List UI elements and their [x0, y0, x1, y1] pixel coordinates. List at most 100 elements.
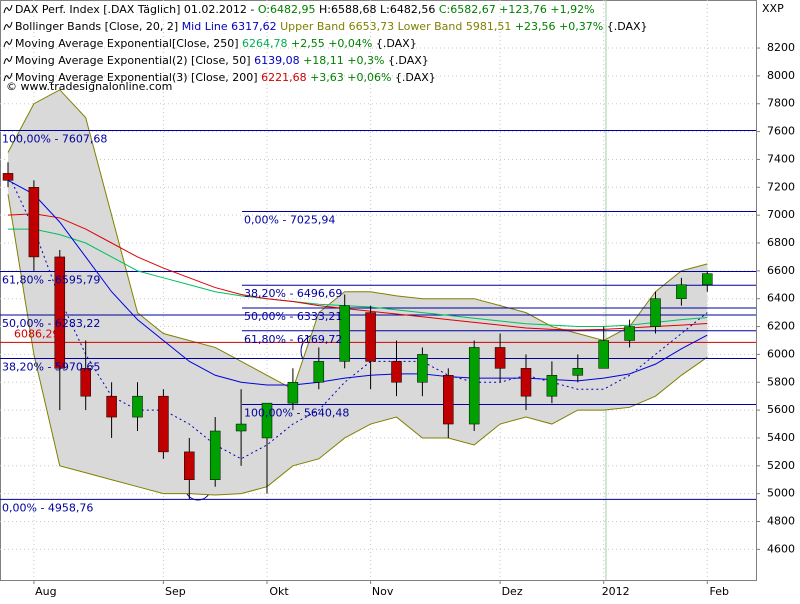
legend-part: {.DAX}: [388, 54, 429, 67]
legend-icon: [3, 38, 13, 48]
legend-part: +3,63 +0,06%: [310, 71, 395, 84]
axis-name: XXP: [762, 2, 784, 15]
fib-level-label: 50,00% - 6283,22: [2, 317, 100, 330]
legend-part: +2,55 +0,04%: [291, 37, 376, 50]
fib-level-label: 61,80% - 6169,72: [244, 333, 342, 346]
candle-body: [443, 375, 454, 425]
candle-body: [598, 340, 609, 369]
y-tick-label: 5200: [767, 459, 795, 472]
moving-average: [8, 228, 708, 328]
legend-part: Upper Band 6653,73 Lower Band 5981,51: [280, 20, 515, 33]
y-tick-label: 5600: [767, 403, 795, 416]
candle-body: [54, 256, 66, 369]
moving-average: [7, 213, 708, 331]
legend-entry: Moving Average Exponential(2) [Close, 50…: [15, 54, 429, 67]
y-tick-label: 6400: [767, 292, 795, 305]
candle-body: [624, 326, 635, 341]
y-tick-label: 7800: [767, 97, 795, 110]
candle-body: [158, 395, 169, 453]
legend-part: {.DAX}: [395, 71, 436, 84]
candle-body: [520, 368, 532, 397]
y-tick-label: 5800: [767, 375, 795, 388]
y-tick-label: 6200: [767, 320, 795, 333]
x-tick-label: Sep: [165, 585, 186, 598]
legend-part: DAX Perf. Index [.DAX Täglich] 01.02.201…: [15, 3, 258, 16]
y-tick-label: 5000: [767, 487, 795, 500]
fib-level-label: 0,00% - 4958,76: [2, 501, 93, 514]
candle-body: [287, 382, 299, 404]
y-tick-label: 8200: [767, 41, 795, 54]
x-tick-label: Aug: [35, 585, 56, 598]
fib-level-label: 50,00% - 6333,21: [244, 310, 342, 323]
legend-icon: [3, 72, 13, 82]
legend-part: H:6588,68 L:6482,56: [316, 3, 439, 16]
legend-part: +18,11 +0,3%: [303, 54, 388, 67]
y-tick-label: 7400: [767, 152, 795, 165]
candle-body: [80, 368, 91, 397]
legend-part: 6139,08: [254, 54, 303, 67]
y-tick-label: 6600: [767, 264, 795, 277]
legend-part: O:6482,95: [258, 3, 316, 16]
y-tick-label: 7200: [767, 180, 795, 193]
legend-icon: [3, 55, 13, 65]
legend-part: Moving Average Exponential(2) [Close, 50…: [15, 54, 254, 67]
candle-body: [339, 305, 350, 362]
support-label: 6086,29: [14, 327, 60, 340]
lower-band: [7, 194, 708, 496]
candle-body: [313, 361, 325, 383]
candle-body: [28, 187, 40, 258]
fib-level-label: 61,80% - 6595,79: [2, 273, 100, 286]
legend-part: Bollinger Bands [Close, 20, 2]: [15, 20, 182, 33]
y-tick-label: 6000: [767, 347, 795, 360]
moving-average: [7, 179, 708, 386]
copyright: © www.tradesignalonline.com: [6, 80, 172, 93]
candle-body: [468, 347, 480, 425]
x-tick-label: Okt: [269, 585, 289, 598]
legend-part: Moving Average Exponential[Close, 250]: [15, 37, 242, 50]
y-tick-label: 7000: [767, 208, 795, 221]
fib-level-label: 38,20% - 5970,65: [2, 360, 100, 373]
candle-body: [650, 298, 661, 327]
plot-frame: [0, 0, 757, 581]
y-tick-label: 4600: [767, 542, 795, 555]
candle-body: [546, 375, 558, 397]
y-tick-label: 7600: [767, 125, 795, 138]
candle-body: [702, 273, 713, 286]
candle-body: [676, 284, 687, 299]
legend-entry: Moving Average Exponential[Close, 250] 6…: [15, 37, 417, 50]
legend-entry: Bollinger Bands [Close, 20, 2] Mid Line …: [15, 20, 648, 33]
candle-body: [132, 395, 143, 418]
y-tick-label: 5400: [767, 431, 795, 444]
legend-part: 6221,68: [261, 71, 310, 84]
candle-body: [391, 361, 402, 383]
legend-part: {.DAX}: [376, 37, 417, 50]
legend-icon: [3, 4, 13, 14]
candle-body: [365, 312, 376, 362]
legend-icon: [3, 21, 13, 31]
x-tick-label: Feb: [710, 585, 729, 598]
x-tick-label: Dez: [502, 585, 523, 598]
legend-part: +23,56 +0,37%: [515, 20, 607, 33]
fib-level-label: 100,00% - 7607,68: [2, 133, 107, 146]
candle-body: [2, 173, 14, 181]
legend-part: Mid Line 6317,62: [182, 20, 280, 33]
candle-body: [106, 395, 117, 418]
legend-entry: DAX Perf. Index [.DAX Täglich] 01.02.201…: [15, 3, 595, 16]
candle-body: [494, 347, 506, 369]
mid-line: [7, 173, 708, 460]
legend-part: C:6582,67 +123,76 +1,92%: [439, 3, 595, 16]
candle-body: [572, 368, 584, 376]
candle-body: [417, 354, 428, 383]
fib-level-label: 0,00% - 7025,94: [244, 214, 335, 227]
candle-body: [184, 451, 195, 480]
candle-body: [235, 423, 247, 432]
legend-part: {.DAX}: [607, 20, 648, 33]
x-tick-label: 2012: [602, 585, 630, 598]
y-tick-label: 8000: [767, 69, 795, 82]
fib-level-label: 100,00% - 5640,48: [244, 406, 349, 419]
x-tick-label: Nov: [372, 585, 394, 598]
y-tick-label: 6800: [767, 236, 795, 249]
y-tick-label: 4800: [767, 515, 795, 528]
band-area: [8, 89, 708, 496]
